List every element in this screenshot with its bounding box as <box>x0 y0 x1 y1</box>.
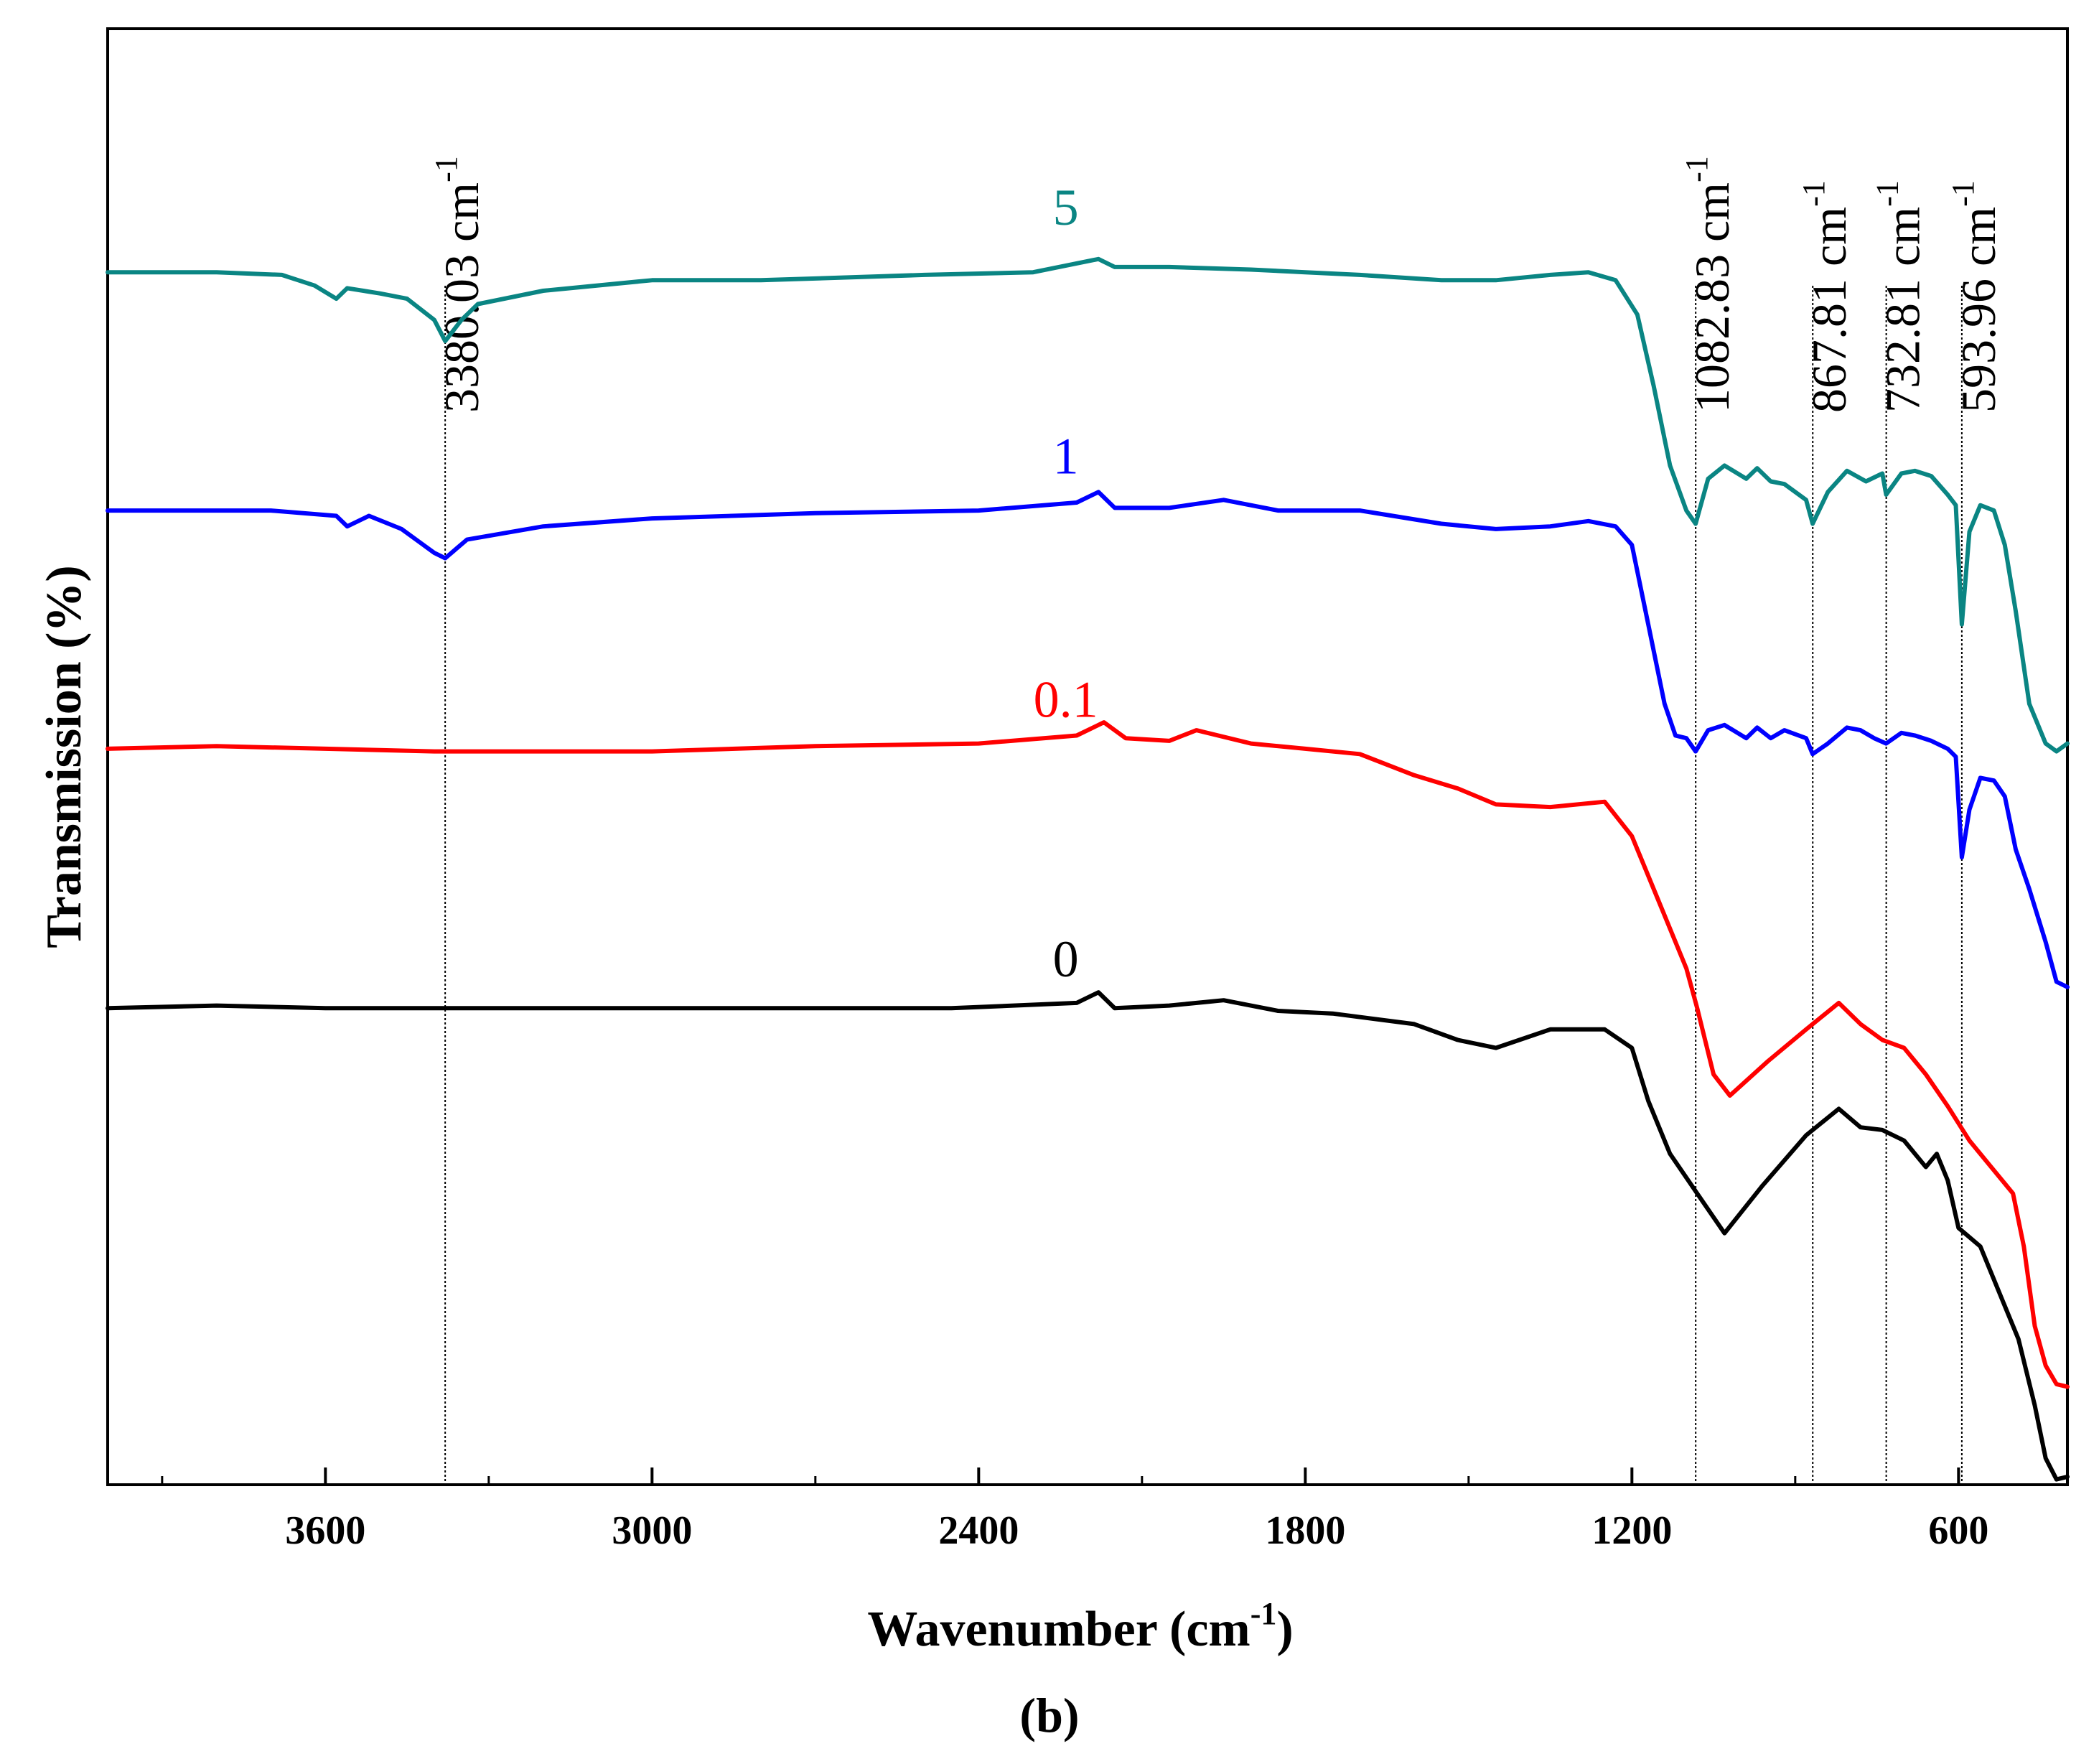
x-axis-title-text: Wavenumber (cm <box>867 1602 1250 1657</box>
x-axis-title-close: ) <box>1276 1602 1293 1657</box>
x-tick-label: 3600 <box>285 1508 365 1553</box>
series-label: 0.1 <box>1034 671 1098 729</box>
peak-label-sup: -1 <box>429 156 464 182</box>
series-label: 5 <box>1053 179 1079 236</box>
x-tick-label: 1200 <box>1591 1508 1672 1553</box>
series-line-0.1 <box>106 720 2070 1389</box>
peak-label-sup: -1 <box>1796 180 1831 207</box>
x-tick-label: 2400 <box>938 1508 1019 1553</box>
peak-label: 732.81 cm-1 <box>1870 180 1930 413</box>
series-group <box>106 256 2070 1482</box>
x-tick-label: 600 <box>1928 1508 1988 1553</box>
peak-label: 593.96 cm-1 <box>1945 180 2006 413</box>
x-tick-label: 3000 <box>612 1508 692 1553</box>
peak-label-text: 732.81 cm <box>1876 207 1930 413</box>
x-axis-title-sup: -1 <box>1250 1596 1277 1631</box>
x-axis-title: Wavenumber (cm-1) <box>867 1596 1293 1657</box>
peak-label-sup: -1 <box>1679 156 1714 182</box>
series-label: 0 <box>1053 930 1079 988</box>
panel-label: (b) <box>1019 1688 1079 1742</box>
series-line-5 <box>106 256 2070 754</box>
x-axis-ticks: 3600 3000 2400 1800 1200 600 <box>161 1467 1988 1553</box>
peak-label-text: 3380.03 cm <box>434 182 489 413</box>
peak-label-text: 593.96 cm <box>1951 207 2006 413</box>
peak-label: 867.81 cm-1 <box>1796 180 1856 413</box>
peak-label-sup: -1 <box>1870 180 1905 207</box>
peak-label-sup: -1 <box>1945 180 1981 207</box>
peak-label-text: 867.81 cm <box>1802 207 1856 413</box>
series-line-0 <box>106 990 2070 1482</box>
y-axis-title: Transmission (%) <box>37 565 92 948</box>
peak-label-text: 1082.83 cm <box>1685 182 1739 413</box>
series-labels: 510.10 <box>1034 179 1098 988</box>
panel-letter: b <box>1036 1688 1063 1742</box>
plot-frame <box>106 27 2069 1486</box>
peak-label: 1082.83 cm-1 <box>1679 156 1739 413</box>
peak-label: 3380.03 cm-1 <box>429 156 489 413</box>
x-tick-label: 1800 <box>1265 1508 1345 1553</box>
series-label: 1 <box>1053 427 1079 485</box>
series-line-1 <box>106 490 2070 989</box>
